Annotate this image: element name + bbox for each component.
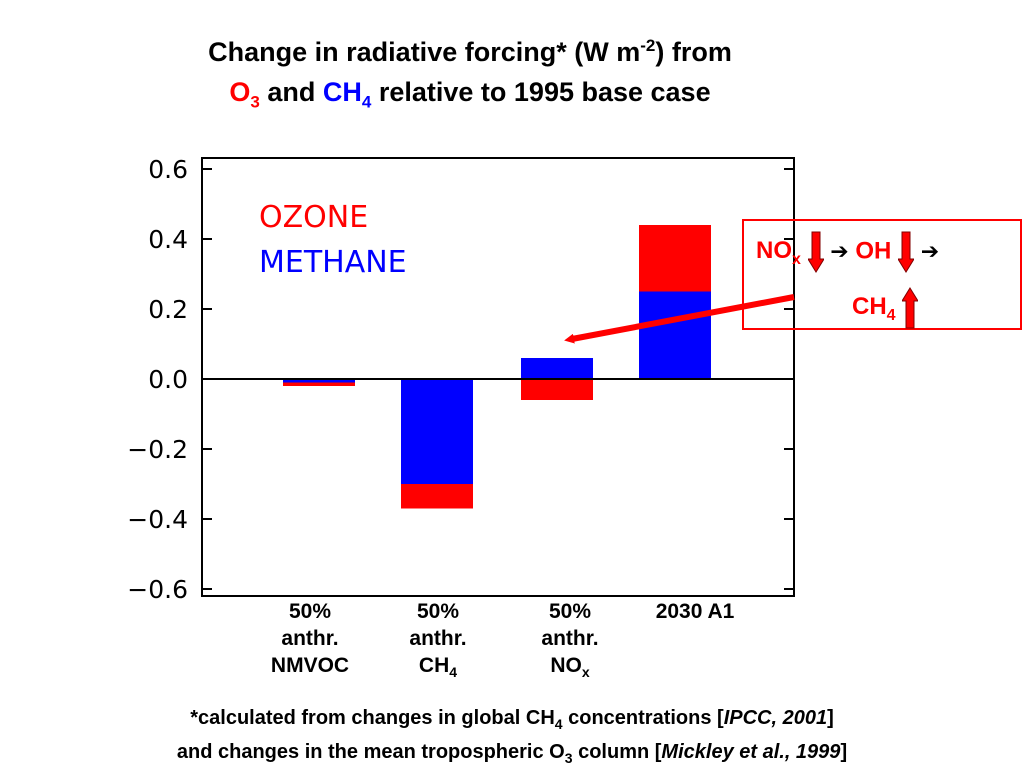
footnote-line-1: *calculated from changes in global CH4 c… [190, 707, 834, 732]
y-tick-label: −0.4 [127, 505, 188, 534]
bars [283, 225, 711, 509]
bar-ozone-2 [521, 379, 593, 400]
callout-row-1: NOx ➔ OH ➔ [756, 231, 939, 273]
down-arrow-icon [898, 231, 915, 273]
bar-ozone-1 [401, 484, 473, 509]
y-tick-label: 0.6 [148, 155, 188, 184]
y-tick-label: −0.6 [127, 575, 188, 604]
title-line-2: O3 and CH4 relative to 1995 base case [229, 77, 711, 112]
y-tick-label: 0.2 [148, 295, 188, 324]
chart-title: Change in radiative forcing* (W m-2) fro… [0, 26, 940, 122]
title-ch4: CH4 [322, 77, 372, 112]
legend-methane: METHANE [259, 245, 407, 280]
callout-ch4: CH4 [852, 293, 896, 325]
x-label-nmvoc: 50% anthr. NMVOC [270, 600, 350, 677]
pointer-arrow [564, 294, 795, 344]
callout-nox: NOx [756, 237, 801, 269]
x-label-ch4: 50% anthr. CH4 [409, 600, 467, 681]
title-line-1: Change in radiative forcing* (W m-2) fro… [208, 36, 732, 67]
y-tick-label: 0.4 [148, 225, 188, 254]
x-label-nox: 50% anthr. NOx [541, 600, 599, 681]
y-tick-label: −0.2 [127, 435, 188, 464]
x-label-2030-a1: 2030 A1 [655, 600, 735, 623]
bar-methane-3 [639, 291, 711, 379]
bar-ozone-3 [639, 225, 711, 292]
plot-frame [201, 157, 795, 597]
title-o3: O3 [229, 77, 260, 112]
callout-oh: OH [855, 237, 892, 265]
y-tick-label: 0.0 [148, 365, 188, 394]
bar-methane-2 [521, 358, 593, 379]
footnote-line-2: and changes in the mean tropospheric O3 … [176, 741, 848, 766]
mechanism-callout: NOx ➔ OH ➔ CH4 [742, 219, 1022, 330]
right-arrow-icon: ➔ [920, 238, 940, 264]
y-axis: 0.6 0.4 0.2 0.0 −0.2 −0.4 −0.6 [127, 155, 794, 604]
up-arrow-icon [902, 287, 919, 329]
down-arrow-icon [807, 231, 824, 273]
legend-ozone: OZONE [259, 200, 368, 235]
bar-ozone-0 [283, 382, 355, 386]
bar-methane-1 [401, 379, 473, 484]
callout-row-2: CH4 [852, 287, 919, 329]
right-arrow-icon: ➔ [830, 238, 849, 264]
bar-methane-0 [283, 379, 355, 383]
footnote: *calculated from changes in global CH4 c… [0, 704, 1024, 772]
